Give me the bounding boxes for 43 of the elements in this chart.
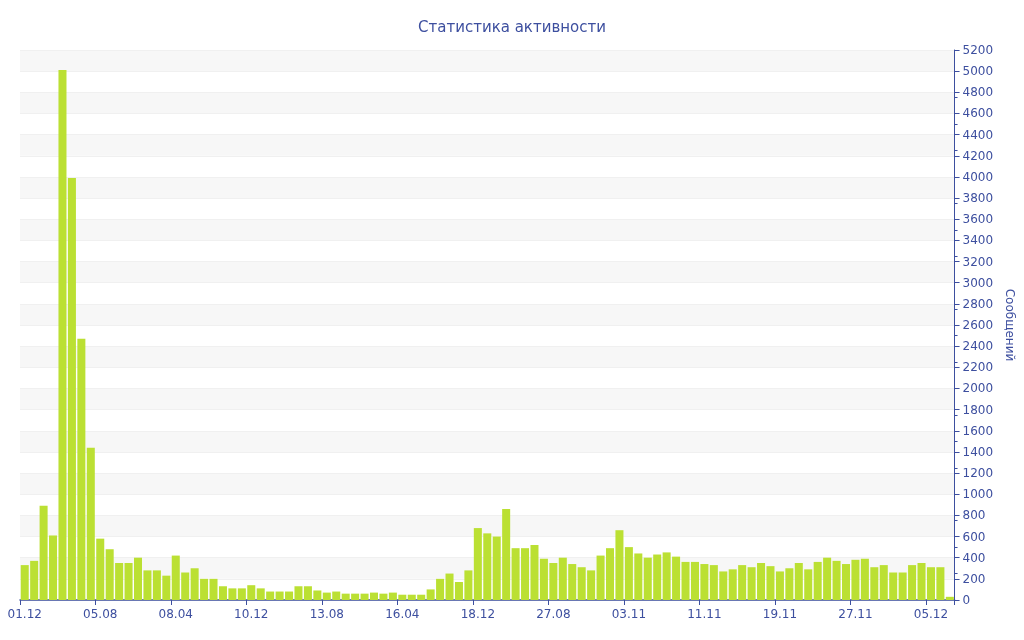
y-tick-label: 3200 <box>962 254 994 269</box>
y-tick-label: 4400 <box>962 127 994 142</box>
y-tick-label: 0 <box>962 593 971 607</box>
y-tick-label: 3800 <box>962 191 994 206</box>
y-tick-label: 1800 <box>962 402 994 417</box>
y-tick-label: 2800 <box>962 296 994 311</box>
x-tick-label: 10.12 <box>234 607 269 621</box>
bar <box>945 596 954 600</box>
x-tick-label: 27.11 <box>838 607 873 621</box>
x-tick-label: 05.08 <box>83 607 118 621</box>
y-tick-label: 2200 <box>962 360 994 375</box>
y-tick-label: 4000 <box>962 169 994 184</box>
y-tick-label: 5000 <box>962 64 994 79</box>
x-tick-label: 11.11 <box>687 607 722 621</box>
x-tick-label: 27.08 <box>536 607 571 621</box>
x-tick-label: 08.04 <box>158 607 193 621</box>
y-tick-label: 4200 <box>962 148 994 163</box>
y-axis-title: Сообщений <box>1003 288 1017 362</box>
y-tick-label: 1200 <box>962 466 994 481</box>
x-tick-label: 01.12 <box>7 607 42 621</box>
x-tick-label: 05.12 <box>913 607 949 621</box>
x-tick-label: 19.11 <box>762 607 798 621</box>
y-tick-label: 2400 <box>962 339 994 354</box>
y-tick-label: 4800 <box>962 85 994 100</box>
x-tick-label: 13.08 <box>309 607 344 621</box>
y-tick-label: 3000 <box>962 275 994 290</box>
y-tick-label: 5200 <box>962 43 994 57</box>
x-tick-label: 16.04 <box>385 607 420 621</box>
chart-title: Статистика активности <box>418 17 606 36</box>
y-tick-label: 1400 <box>962 444 994 459</box>
x-tick-label: 18.12 <box>460 607 496 621</box>
y-tick-label: 1600 <box>962 423 994 438</box>
y-tick-label: 200 <box>962 571 986 586</box>
y-tick-label: 600 <box>962 529 986 544</box>
y-tick-label: 800 <box>962 508 986 523</box>
y-tick-label: 400 <box>962 550 986 565</box>
y-tick-label: 3400 <box>962 233 994 248</box>
y-tick-label: 1000 <box>962 487 994 502</box>
y-tick-label: 2000 <box>962 381 994 396</box>
x-tick-label: 03.11 <box>611 607 647 621</box>
y-tick-label: 3600 <box>962 212 994 227</box>
y-tick-label: 4600 <box>962 106 994 121</box>
y-tick-label: 2600 <box>962 318 994 332</box>
